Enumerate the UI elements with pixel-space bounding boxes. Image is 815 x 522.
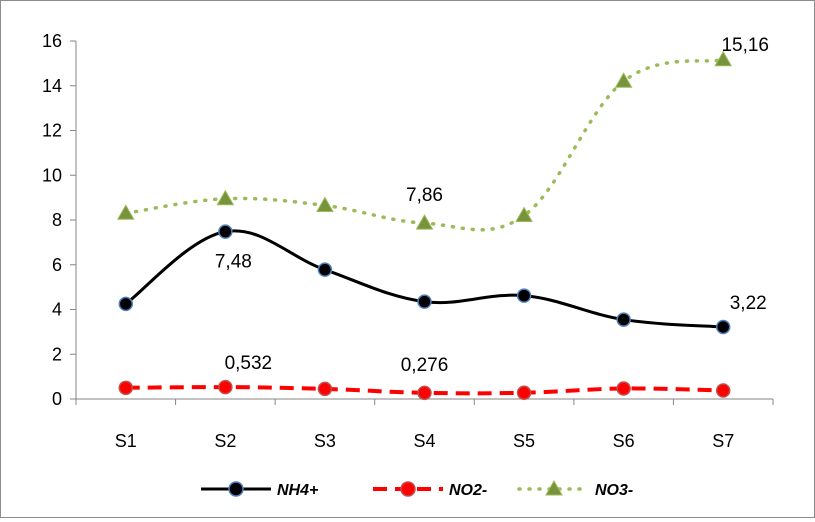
series-0-point — [317, 262, 333, 277]
x-tick-label: S7 — [712, 431, 734, 451]
data-label: 7,86 — [406, 185, 443, 206]
legend-label: NH4+ — [277, 482, 318, 499]
x-tick-label: S5 — [513, 431, 535, 451]
y-tick-label: 0 — [52, 389, 62, 409]
data-label: 0,276 — [401, 355, 449, 376]
y-tick-label: 2 — [52, 344, 62, 364]
series-1-point — [417, 385, 432, 401]
series-1-point — [516, 385, 532, 400]
y-tick-label: 8 — [52, 210, 62, 230]
legend-marker-2 — [545, 479, 563, 496]
series-2-point — [714, 50, 733, 67]
series-1-point — [218, 379, 233, 395]
series-1-point — [616, 381, 631, 396]
x-tick-label: S3 — [314, 431, 336, 451]
series-1-point — [715, 383, 731, 398]
series-2-point — [614, 72, 633, 88]
data-label: 3,22 — [730, 293, 767, 314]
series-2-point — [316, 196, 334, 212]
x-tick-label: S4 — [413, 431, 435, 451]
x-tick-label: S1 — [115, 431, 137, 451]
series-0-point — [715, 319, 731, 335]
legend-label: NO2- — [449, 482, 487, 499]
series-0-point — [516, 288, 532, 303]
series-2-point — [515, 206, 533, 223]
y-tick-label: 4 — [52, 300, 62, 320]
series-2-point — [415, 214, 434, 230]
y-tick-label: 6 — [52, 255, 62, 275]
legend-marker-1 — [400, 481, 416, 497]
series-2-point — [116, 204, 135, 220]
series-0-point — [417, 294, 432, 309]
series-1-point — [317, 381, 333, 397]
data-label: 0,532 — [225, 353, 273, 374]
x-tick-label: S2 — [214, 431, 236, 451]
data-label: 15,16 — [721, 35, 769, 56]
y-tick-label: 10 — [42, 165, 62, 185]
series-line-0 — [124, 229, 724, 329]
y-tick-label: 14 — [42, 76, 62, 96]
series-2-point — [216, 189, 235, 206]
series-0-point — [218, 224, 233, 239]
legend-marker-0 — [228, 481, 244, 497]
series-1-point — [118, 380, 134, 396]
series-0-point — [118, 296, 134, 312]
series-0-point — [616, 312, 631, 327]
x-tick-label: S6 — [613, 431, 635, 451]
legend-label: NO3- — [595, 482, 633, 499]
y-tick-label: 16 — [42, 31, 62, 51]
data-label: 7,48 — [215, 252, 252, 273]
y-tick-label: 12 — [42, 121, 62, 141]
